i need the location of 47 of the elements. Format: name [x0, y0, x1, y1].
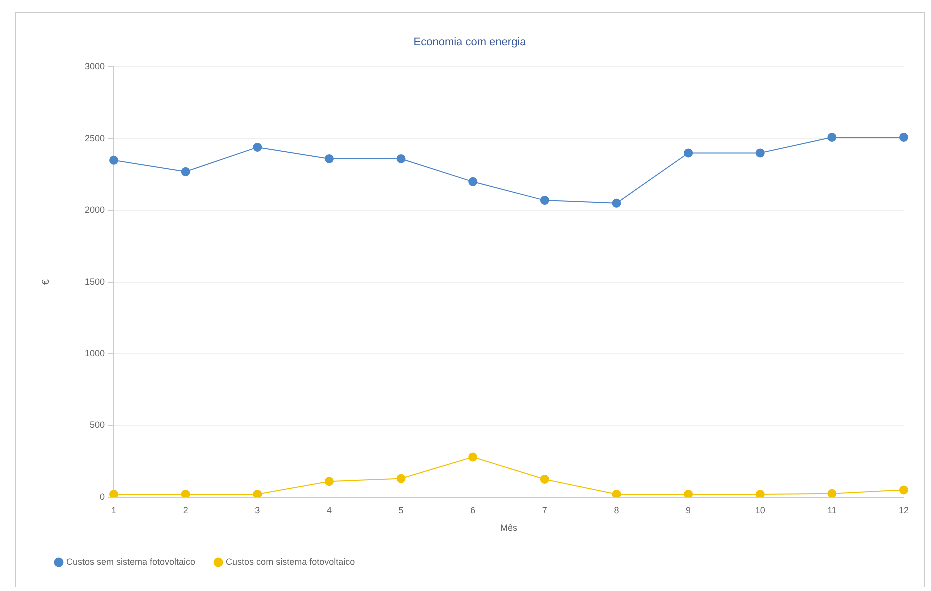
- y-tick-label: 1000: [84, 348, 106, 358]
- legend-label: Custos sem sistema fotovoltaico: [66, 556, 196, 567]
- y-tick-label: 2500: [84, 133, 106, 144]
- point: [253, 143, 262, 152]
- point: [540, 474, 550, 484]
- x-tick-label: 11: [828, 505, 837, 516]
- x-tick-label: 12: [898, 505, 910, 516]
- x-tick-label: 5: [398, 505, 404, 516]
- point: [396, 154, 406, 164]
- point: [324, 477, 334, 486]
- x-tick-label: 6: [470, 505, 476, 516]
- point: [756, 148, 765, 158]
- y-tick-label: 500: [90, 420, 106, 430]
- point: [828, 132, 837, 142]
- point: [396, 474, 406, 484]
- point: [181, 490, 190, 498]
- point: [468, 452, 478, 462]
- y-tick-label: 3000: [84, 62, 106, 72]
- point: [468, 177, 478, 186]
- x-axis-title: Mês: [500, 523, 518, 534]
- point: [684, 490, 694, 498]
- point: [324, 154, 334, 164]
- x-tick-label: 10: [755, 505, 766, 516]
- point: [756, 490, 765, 498]
- x-tick-label: 9: [686, 505, 692, 516]
- point: [110, 156, 119, 165]
- x-tick-label: 7: [542, 505, 548, 516]
- point: [900, 486, 908, 495]
- point: [828, 489, 837, 498]
- point: [540, 196, 550, 206]
- point: [181, 167, 190, 176]
- x-tick-label: 8: [614, 505, 620, 516]
- x-tick-label: 3: [255, 505, 260, 516]
- x-tick-label: 4: [326, 505, 332, 516]
- y-axis-title: €: [40, 279, 52, 286]
- chart-title: Economia com energia: [414, 36, 528, 49]
- point: [253, 490, 262, 498]
- y-tick-label: 1500: [84, 276, 106, 287]
- y-tick-label: 2000: [84, 205, 106, 216]
- point: [900, 132, 908, 142]
- y-tick-label: 0: [100, 492, 106, 502]
- x-tick-label: 2: [183, 505, 188, 516]
- point: [612, 198, 622, 208]
- point: [612, 490, 622, 498]
- point: [684, 148, 694, 158]
- x-tick-label: 1: [112, 505, 117, 516]
- legend-label: Custos com sistema fotovoltaico: [226, 556, 356, 567]
